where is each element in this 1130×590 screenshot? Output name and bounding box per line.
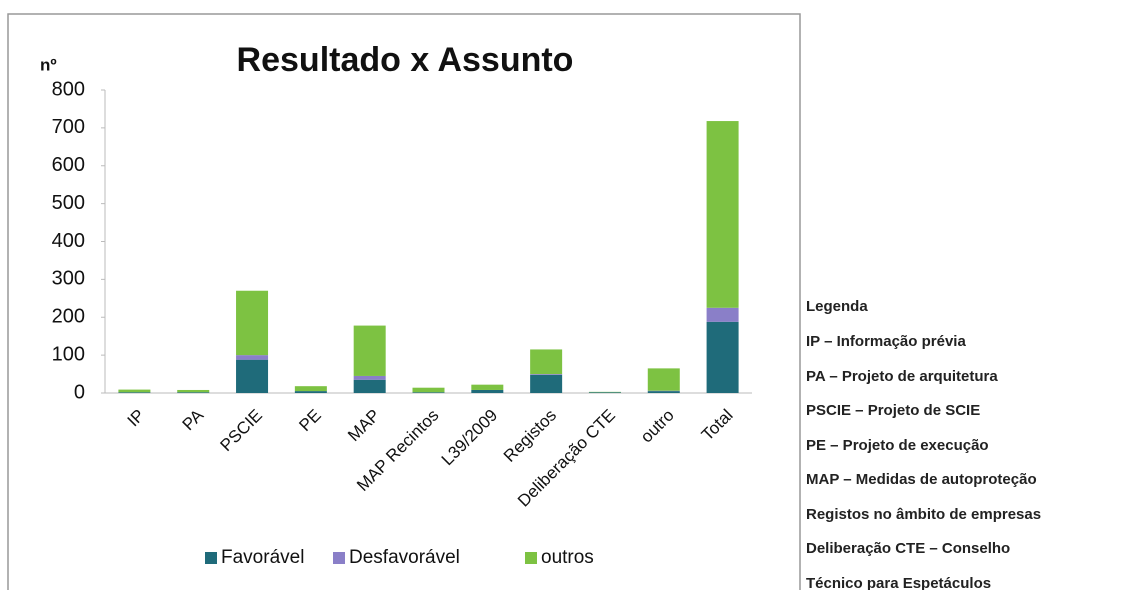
bar-segment	[294, 391, 327, 393]
y-tick-label: 500	[52, 192, 85, 214]
side-legend-line: IP – Informação prévia	[806, 333, 966, 350]
side-legend-line: PA – Projeto de arquitetura	[806, 367, 998, 385]
bar-segment	[236, 290, 269, 356]
bar-segment	[236, 359, 269, 393]
bar-segment	[177, 389, 210, 393]
chart-frame	[7, 13, 801, 590]
bar-segment	[294, 386, 327, 392]
legend-swatch	[205, 552, 217, 564]
legend-swatch	[525, 552, 537, 564]
bar-segment	[118, 392, 151, 393]
bar-segment	[471, 384, 504, 390]
legend-label: Favorável	[221, 547, 304, 568]
side-legend-line: PSCIE – Projeto de SCIE	[806, 402, 981, 419]
bar-segment	[647, 391, 680, 393]
bar-segment	[706, 307, 739, 322]
side-legend-line: MAP – Medidas de autoproteção	[806, 471, 1037, 488]
side-legend-line: Deliberação CTE – Conselho	[806, 540, 1011, 557]
bar-segment	[118, 389, 151, 393]
side-legend-line: Técnico para Espetáculos	[806, 574, 992, 590]
y-tick-label: 600	[52, 154, 85, 176]
y-tick-label: 0	[74, 381, 85, 403]
y-tick-label: 200	[52, 306, 85, 328]
bar-segment	[471, 389, 504, 393]
legend-label: Desfavorável	[349, 547, 460, 568]
bar-segment	[353, 375, 386, 380]
side-legend-line: Legenda	[806, 298, 868, 315]
chart: Resultado x Assunto nº 0 100 200 300 400 500 6…	[7, 13, 801, 590]
bar-segment	[706, 121, 739, 308]
side-legend: Legenda IP – Informação prévia PA – Projet…	[806, 0, 1130, 590]
bar-segment	[412, 387, 445, 393]
legend-label: outros	[541, 547, 594, 568]
legend-swatch	[333, 552, 345, 564]
bar-segment	[588, 392, 621, 393]
y-tick-label: 100	[52, 343, 85, 365]
y-tick-label: 400	[52, 230, 85, 252]
bar-segment	[530, 374, 563, 393]
y-axis-label: nº	[40, 55, 57, 74]
bar-segment	[530, 349, 563, 375]
side-legend-line: PE – Projeto de execução	[806, 436, 989, 454]
bar-segment	[412, 392, 445, 393]
y-tick-label: 800	[52, 78, 85, 100]
bar-segment	[353, 325, 386, 376]
bar-segment	[177, 392, 210, 393]
bar-segment	[353, 379, 386, 393]
chart-title: Resultado x Assunto	[237, 41, 574, 79]
bar-segment	[236, 355, 269, 360]
bar-segment	[530, 374, 563, 375]
y-tick-label: 300	[52, 268, 85, 290]
side-legend-line: Registos no âmbito de empresas	[806, 505, 1042, 523]
bar-segment	[706, 321, 739, 393]
bar-segment	[647, 368, 680, 391]
y-tick-label: 700	[52, 116, 85, 138]
